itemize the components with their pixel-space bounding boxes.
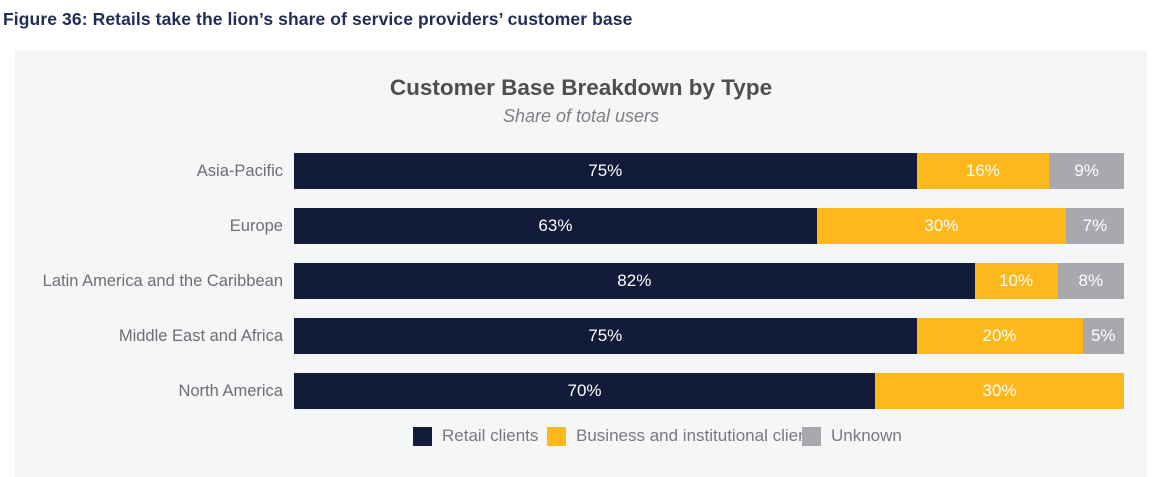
bar-segment-retail-clients: 75% bbox=[294, 153, 917, 189]
legend-item-unknown: Unknown bbox=[802, 426, 902, 446]
bar-track: 75% 16% 9% bbox=[294, 153, 1124, 189]
legend-swatch-icon bbox=[547, 426, 566, 446]
bar-segment-business-and-institutional-clients: 10% bbox=[974, 263, 1058, 299]
chart-title: Customer Base Breakdown by Type bbox=[389, 75, 773, 100]
bar-row: Asia-Pacific 75% 16% 9% bbox=[15, 153, 1147, 189]
bar-segment-business-and-institutional-clients: 30% bbox=[875, 373, 1124, 409]
bar-segment-business-and-institutional-clients: 20% bbox=[916, 318, 1083, 354]
legend-label: Unknown bbox=[831, 426, 902, 445]
bar-row: North America 70% 30% bbox=[15, 373, 1147, 409]
bar-segment-retail-clients: 63% bbox=[294, 208, 817, 244]
legend: Retail clients Business and institutional… bbox=[15, 426, 1147, 446]
bar-segment-retail-clients: 82% bbox=[294, 263, 975, 299]
legend-swatch-icon bbox=[413, 426, 432, 446]
bar-segment-business-and-institutional-clients: 16% bbox=[916, 153, 1050, 189]
bar-track: 70% 30% bbox=[294, 373, 1124, 409]
chart-subtitle: Share of total users bbox=[502, 106, 660, 126]
legend-label: Retail clients bbox=[442, 426, 539, 445]
legend-item-retail-clients: Retail clients bbox=[413, 426, 538, 446]
chart-panel: Customer Base Breakdown by Type Share of… bbox=[15, 50, 1147, 477]
bar-track: 75% 20% 5% bbox=[294, 318, 1124, 354]
bar-track: 82% 10% 8% bbox=[294, 263, 1124, 299]
bar-row: Latin America and the Caribbean 82% 10% 8% bbox=[15, 263, 1147, 299]
bar-row: Middle East and Africa 75% 20% 5% bbox=[15, 318, 1147, 354]
legend-item-business-and-institutional-clients: Business and institutional clients bbox=[547, 426, 821, 446]
bar-segment-business-and-institutional-clients: 30% bbox=[816, 208, 1066, 244]
bar-segment-unknown: 7% bbox=[1065, 208, 1124, 244]
category-label: North America bbox=[178, 381, 283, 400]
bar-rows: Asia-Pacific 75% 16% 9% Europe 63% 30% 7% Latin … bbox=[15, 153, 1147, 409]
legend-swatch-icon bbox=[802, 426, 821, 446]
legend-label: Business and institutional clients bbox=[576, 426, 821, 445]
bar-segment-unknown: 5% bbox=[1082, 318, 1124, 354]
bar-segment-unknown: 8% bbox=[1057, 263, 1124, 299]
category-label: Asia-Pacific bbox=[196, 161, 283, 180]
bar-segment-unknown: 9% bbox=[1049, 153, 1124, 189]
category-label: Middle East and Africa bbox=[118, 326, 283, 345]
bar-row: Europe 63% 30% 7% bbox=[15, 208, 1147, 244]
bar-segment-retail-clients: 70% bbox=[294, 373, 875, 409]
bar-track: 63% 30% 7% bbox=[294, 208, 1124, 244]
bar-segment-retail-clients: 75% bbox=[294, 318, 917, 354]
category-label: Latin America and the Caribbean bbox=[42, 271, 283, 290]
figure-caption: Figure 36: Retails take the lion’s share… bbox=[3, 9, 633, 29]
category-label: Europe bbox=[229, 216, 283, 235]
